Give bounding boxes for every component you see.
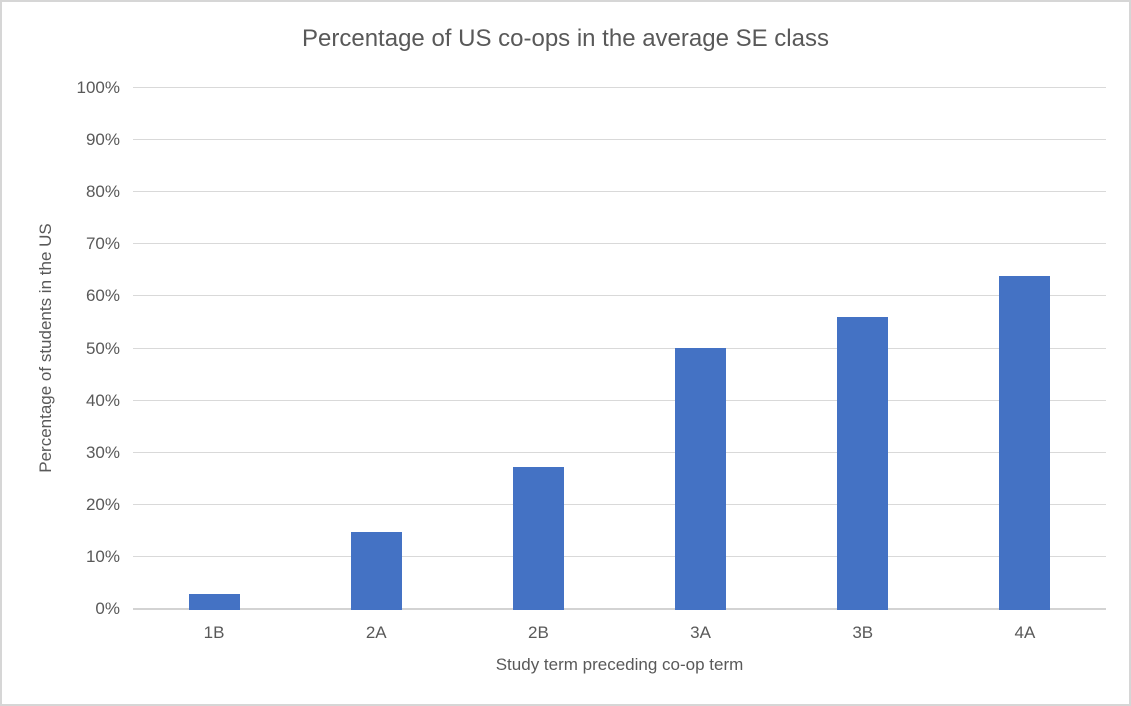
y-tick-label: 70%: [85, 234, 120, 254]
gridline: [133, 399, 1106, 401]
y-tick-label: 10%: [85, 546, 120, 566]
bar-1B: [188, 593, 240, 610]
bar-3B: [837, 317, 889, 610]
bar-2B: [512, 467, 564, 610]
y-tick-label: 0%: [95, 599, 120, 618]
gridline: [133, 555, 1106, 557]
gridline: [133, 87, 1106, 88]
gridline: [133, 295, 1106, 297]
x-tick-label: 3B: [852, 623, 874, 642]
x-tick-label: 4A: [1014, 623, 1036, 642]
y-tick-label: 90%: [85, 130, 120, 150]
chart-title: Percentage of US co-ops in the average S…: [302, 25, 829, 52]
x-tick-label: 1B: [203, 623, 225, 642]
x-axis-title: Study term preceding co-op term: [495, 655, 744, 674]
gridline: [133, 139, 1106, 141]
y-tick-label: 80%: [85, 182, 120, 202]
bar-2A: [350, 531, 402, 610]
y-tick-label: 100%: [76, 78, 120, 97]
bar-3A: [675, 347, 727, 610]
x-tick-label: 2A: [365, 623, 387, 642]
gridline: [133, 191, 1106, 193]
y-tick-label: 50%: [85, 338, 120, 358]
gridline: [133, 503, 1106, 505]
y-tick-label: 30%: [85, 442, 120, 462]
gridline: [133, 451, 1106, 453]
y-tick-label: 60%: [85, 286, 120, 306]
bar-4A: [999, 276, 1051, 610]
x-tick-label: 3A: [690, 623, 711, 642]
gridline: [133, 243, 1106, 245]
x-tick-label: 2B: [528, 623, 549, 642]
plot-area: [133, 87, 1106, 610]
x-axis-line: [133, 608, 1106, 610]
y-tick-label: 20%: [85, 494, 120, 514]
y-tick-label: 40%: [85, 390, 120, 410]
gridline: [133, 347, 1106, 349]
